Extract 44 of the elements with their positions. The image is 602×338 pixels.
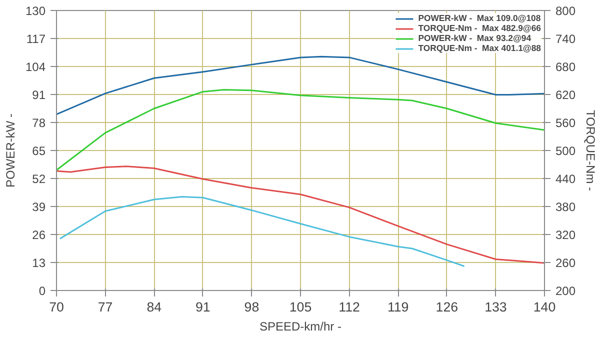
y2-tick-label: 620 [556,88,576,102]
x-tick-label: 98 [244,300,260,314]
y2-tick-label: 740 [556,32,576,46]
y2-tick-label: 200 [556,284,576,298]
x-tick-label: 77 [98,300,113,314]
x-axis-title: SPEED-km/hr - [259,320,342,334]
y2-tick-label: 560 [556,116,576,130]
y-tick-label: 130 [25,4,46,18]
y2-tick-label: 380 [556,200,576,214]
line-series [56,166,544,264]
y-tick-label: 78 [32,116,46,130]
y-tick-label: 13 [32,256,46,270]
y2-tick-label: 500 [556,144,576,158]
y-tick-label: 26 [32,228,46,242]
x-tick-label: 91 [195,300,210,314]
x-tick-label: 133 [484,300,507,314]
legend-label: POWER-kW - Max 93.2@94 [418,33,532,43]
line-series [56,56,544,116]
legend-label: POWER-kW - Max 109.0@108 [418,13,541,23]
y2-tick-label: 260 [556,256,576,270]
line-series [56,89,544,171]
x-tick-label: 126 [436,300,458,314]
x-tick-label: 70 [49,300,64,314]
y2-tick-label: 320 [556,228,576,242]
y-tick-label: 0 [38,284,46,298]
legend-label: TORQUE-Nm - Max 482.9@66 [418,23,541,33]
x-tick-label: 140 [533,300,556,314]
y-tick-label: 39 [32,200,46,214]
x-tick-label: 112 [338,300,360,314]
y-tick-label: 104 [25,60,46,74]
y-tick-label: 91 [32,88,46,102]
y2-tick-label: 800 [556,4,576,18]
y-tick-label: 117 [26,32,46,46]
y2-axis-title: TORQUE-Nm - [584,110,598,192]
y-axis-title: POWER-kW - [3,113,18,188]
x-tick-label: 119 [387,300,409,314]
line-series [59,196,466,267]
y-tick-label: 52 [32,172,46,186]
y2-tick-label: 440 [556,172,576,186]
y-tick-label: 65 [32,144,46,158]
x-tick-label: 105 [289,300,312,314]
legend-label: TORQUE-Nm - Max 401.1@88 [418,43,541,53]
y2-tick-label: 680 [556,60,576,74]
x-tick-label: 84 [146,300,162,314]
